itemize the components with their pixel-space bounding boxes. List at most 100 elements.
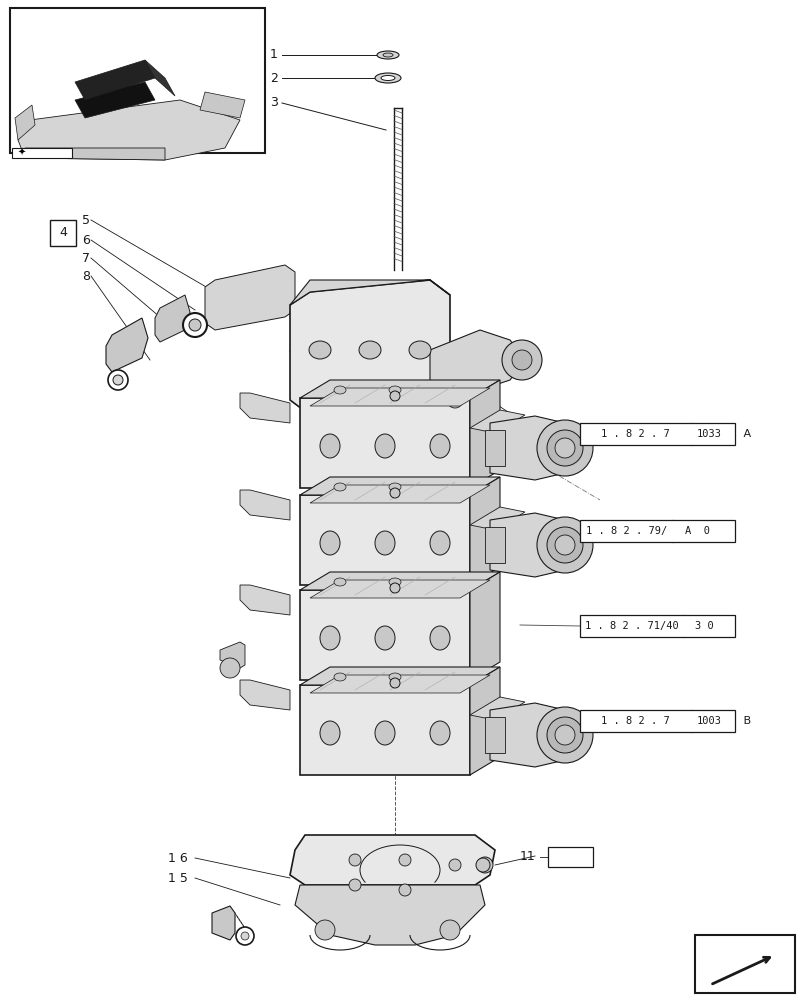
- Text: 1 6: 1 6: [168, 852, 187, 864]
- Text: 3: 3: [270, 97, 277, 109]
- Bar: [579, 520, 734, 542]
- Text: 5: 5: [82, 214, 90, 227]
- Text: ✦: ✦: [18, 148, 26, 158]
- Polygon shape: [470, 667, 500, 775]
- Ellipse shape: [375, 626, 394, 650]
- Text: 1: 1: [270, 48, 277, 62]
- Circle shape: [501, 340, 541, 380]
- Polygon shape: [470, 507, 525, 530]
- Polygon shape: [75, 82, 155, 118]
- Polygon shape: [290, 835, 495, 885]
- Ellipse shape: [320, 434, 340, 458]
- Circle shape: [389, 583, 400, 593]
- Polygon shape: [484, 430, 504, 466]
- Text: A  0: A 0: [684, 526, 710, 536]
- Ellipse shape: [388, 673, 401, 681]
- Polygon shape: [489, 416, 564, 480]
- Polygon shape: [15, 105, 35, 140]
- Circle shape: [512, 350, 531, 370]
- Polygon shape: [75, 60, 155, 100]
- Text: 1033: 1033: [696, 429, 720, 439]
- Ellipse shape: [320, 721, 340, 745]
- Polygon shape: [18, 100, 240, 160]
- Polygon shape: [310, 580, 489, 598]
- Circle shape: [554, 535, 574, 555]
- Circle shape: [389, 391, 400, 401]
- Bar: [579, 615, 734, 637]
- Polygon shape: [106, 318, 148, 372]
- Bar: [579, 710, 734, 732]
- Polygon shape: [155, 295, 190, 342]
- Text: 11: 11: [519, 850, 535, 862]
- Circle shape: [446, 392, 462, 408]
- Circle shape: [108, 370, 128, 390]
- Ellipse shape: [375, 434, 394, 458]
- Ellipse shape: [375, 73, 401, 83]
- Bar: [694, 935, 794, 993]
- Polygon shape: [145, 60, 175, 96]
- Ellipse shape: [309, 341, 331, 359]
- Ellipse shape: [320, 626, 340, 650]
- Text: 4: 4: [59, 227, 67, 239]
- Text: 1 . 8 2 . 7: 1 . 8 2 . 7: [601, 429, 669, 439]
- Ellipse shape: [333, 578, 345, 586]
- Polygon shape: [489, 703, 564, 767]
- Circle shape: [189, 319, 201, 331]
- Ellipse shape: [358, 341, 380, 359]
- Circle shape: [113, 375, 122, 385]
- Bar: [579, 423, 734, 445]
- Ellipse shape: [388, 483, 401, 491]
- Text: 3 0: 3 0: [694, 621, 713, 631]
- Bar: [547, 847, 592, 867]
- Text: 1003: 1003: [696, 716, 720, 726]
- Ellipse shape: [333, 483, 345, 491]
- Polygon shape: [204, 265, 294, 330]
- Ellipse shape: [375, 531, 394, 555]
- Polygon shape: [290, 280, 449, 415]
- Circle shape: [536, 517, 592, 573]
- Circle shape: [547, 527, 582, 563]
- Circle shape: [398, 854, 410, 866]
- Circle shape: [389, 488, 400, 498]
- Circle shape: [554, 438, 574, 458]
- Circle shape: [536, 707, 592, 763]
- Circle shape: [398, 884, 410, 896]
- Polygon shape: [240, 585, 290, 615]
- Polygon shape: [212, 906, 234, 940]
- Ellipse shape: [430, 434, 449, 458]
- Polygon shape: [299, 685, 470, 775]
- Text: 1 . 8 2 . 7: 1 . 8 2 . 7: [601, 716, 669, 726]
- Circle shape: [536, 420, 592, 476]
- Polygon shape: [299, 495, 470, 585]
- Polygon shape: [489, 513, 564, 577]
- Circle shape: [349, 854, 361, 866]
- Text: B: B: [739, 716, 750, 726]
- Circle shape: [241, 932, 249, 940]
- Text: 2: 2: [270, 72, 277, 85]
- Ellipse shape: [375, 721, 394, 745]
- Circle shape: [547, 717, 582, 753]
- Ellipse shape: [333, 673, 345, 681]
- Circle shape: [554, 725, 574, 745]
- Polygon shape: [299, 477, 500, 495]
- Ellipse shape: [409, 341, 431, 359]
- Ellipse shape: [430, 531, 449, 555]
- Ellipse shape: [320, 531, 340, 555]
- Text: 8: 8: [82, 269, 90, 282]
- Circle shape: [236, 927, 254, 945]
- Ellipse shape: [333, 386, 345, 394]
- Polygon shape: [299, 667, 500, 685]
- Polygon shape: [470, 380, 500, 488]
- Polygon shape: [290, 340, 310, 400]
- Polygon shape: [220, 642, 245, 668]
- Text: 7: 7: [82, 251, 90, 264]
- Polygon shape: [25, 148, 165, 160]
- Text: 1 . 8 2 . 79/: 1 . 8 2 . 79/: [586, 526, 667, 536]
- Polygon shape: [484, 527, 504, 563]
- Polygon shape: [299, 398, 470, 488]
- Bar: [50, 220, 76, 246]
- Polygon shape: [240, 490, 290, 520]
- Text: A: A: [739, 429, 750, 439]
- Circle shape: [440, 920, 460, 940]
- Polygon shape: [310, 675, 489, 693]
